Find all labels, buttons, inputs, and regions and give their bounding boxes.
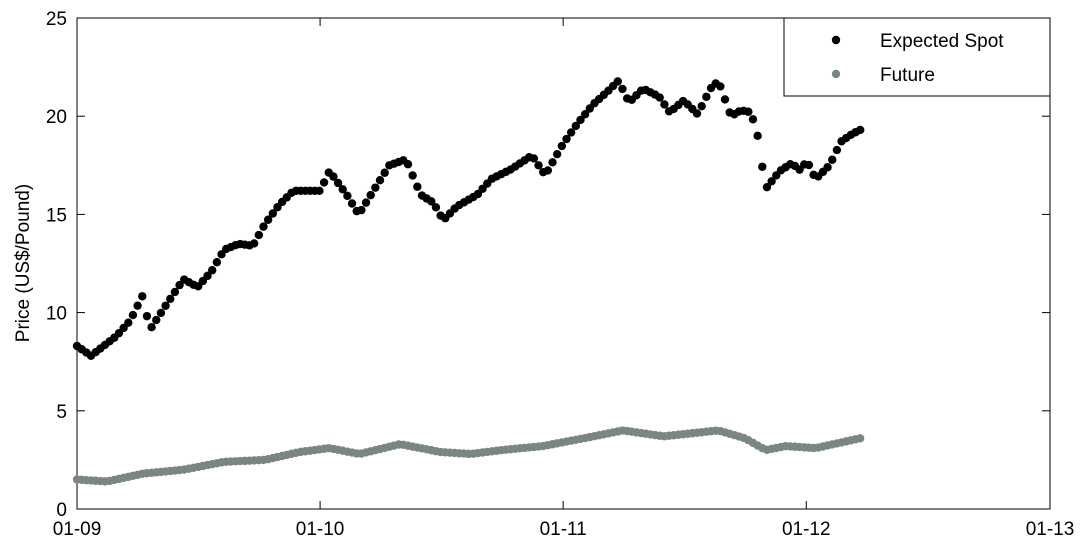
legend: Expected Spot Future (783, 17, 1051, 97)
y-tick-label: 25 (46, 9, 67, 30)
data-point (804, 160, 814, 170)
data-point (166, 294, 175, 304)
data-point (142, 311, 152, 321)
data-point (413, 182, 422, 191)
data-point (366, 190, 375, 200)
data-point (347, 199, 357, 208)
x-tick-label: 01-12 (782, 519, 831, 540)
x-tick-label: 01-13 (1026, 519, 1075, 540)
data-point (259, 222, 268, 231)
data-point (828, 155, 837, 164)
data-point (380, 168, 389, 177)
y-axis-label: Price (US$/Pound) (13, 184, 34, 342)
data-point (212, 258, 222, 267)
data-point (562, 134, 571, 144)
data-point (716, 82, 725, 91)
x-axis: 01-09 01-10 01-11 01-12 01-13 (53, 18, 1075, 540)
data-point (702, 92, 711, 101)
legend-box (783, 17, 1051, 97)
data-point (207, 266, 217, 275)
series-future (72, 426, 865, 486)
data-point (557, 141, 567, 151)
data-point (762, 182, 772, 192)
data-point (534, 161, 543, 170)
series-layer (72, 77, 865, 486)
data-point (147, 323, 156, 332)
data-point (571, 121, 581, 131)
data-point (403, 160, 413, 169)
data-point (138, 292, 147, 301)
data-point (823, 163, 832, 172)
data-point (427, 197, 436, 206)
data-point (580, 110, 590, 119)
data-point (692, 109, 702, 118)
data-point (175, 280, 184, 290)
series-expected-spot (72, 77, 865, 361)
x-tick-label: 01-10 (296, 519, 345, 540)
data-point (655, 93, 664, 102)
data-point (124, 318, 133, 327)
data-point (152, 315, 161, 325)
data-point (660, 100, 669, 109)
data-point (156, 308, 166, 318)
data-point (529, 154, 539, 163)
y-tick-label: 10 (46, 304, 67, 325)
y-tick-label: 20 (46, 107, 67, 128)
data-point (618, 84, 627, 94)
data-point (268, 209, 277, 218)
x-tick-label: 01-11 (540, 519, 587, 540)
legend-marker-future (831, 69, 841, 79)
y-tick-label: 5 (56, 402, 67, 423)
legend-label-expected-spot: Expected Spot (880, 31, 1004, 52)
data-point (371, 183, 380, 192)
data-point (170, 287, 180, 297)
data-point (758, 162, 767, 171)
data-point (133, 301, 142, 310)
data-point (744, 107, 753, 116)
data-point (552, 149, 562, 159)
y-tick-label: 0 (56, 500, 67, 521)
data-point (361, 198, 371, 207)
data-point (333, 178, 343, 188)
data-point (548, 158, 557, 167)
y-axis: 0 5 10 15 20 25 (46, 9, 1050, 521)
data-point (832, 145, 842, 155)
data-point (315, 186, 324, 196)
data-point (263, 215, 273, 224)
data-point (338, 185, 347, 194)
legend-marker-expected-spot (831, 35, 841, 45)
data-point (748, 115, 758, 124)
data-point (254, 230, 264, 240)
legend-label-future: Future (880, 65, 935, 86)
plot-area (76, 17, 1051, 510)
x-tick-label: 01-09 (53, 519, 102, 540)
data-point (408, 171, 417, 180)
data-point (767, 177, 776, 186)
data-point (576, 115, 585, 125)
data-point (375, 175, 385, 185)
data-point (357, 205, 366, 215)
data-point (753, 131, 762, 141)
data-point (856, 434, 865, 443)
data-point (203, 271, 212, 281)
data-point (543, 166, 553, 175)
data-point (343, 191, 352, 201)
data-point (856, 125, 865, 135)
data-point (697, 101, 706, 111)
data-point (431, 203, 441, 212)
data-point (319, 178, 329, 187)
data-point (566, 128, 576, 137)
data-point (613, 77, 622, 86)
data-point (720, 95, 730, 104)
data-point (249, 239, 259, 248)
data-point (128, 310, 138, 320)
data-point (161, 301, 170, 310)
data-point (329, 172, 338, 181)
y-tick-label: 15 (46, 205, 67, 226)
